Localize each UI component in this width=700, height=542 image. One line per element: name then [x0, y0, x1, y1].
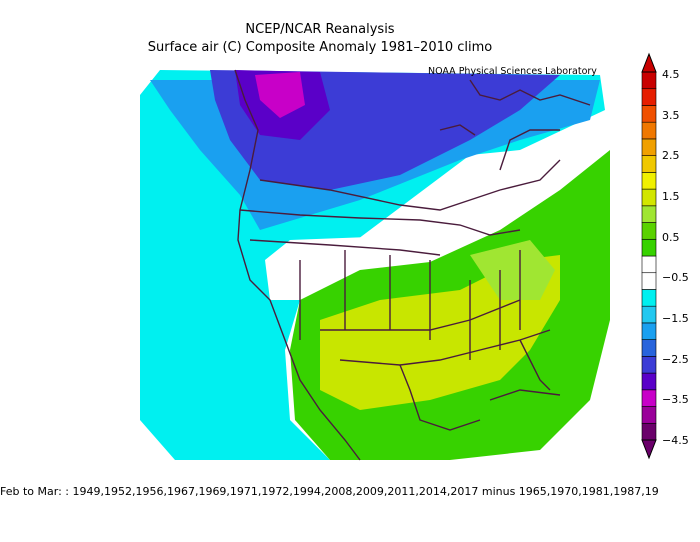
colorbar-segment — [641, 155, 657, 173]
colorbar-segment — [641, 172, 657, 190]
colorbar-segment — [641, 322, 657, 340]
colorbar-segment — [641, 305, 657, 324]
chart-subtitle: Surface air (C) Composite Anomaly 1981–2… — [147, 40, 493, 55]
colorbar-segment — [641, 272, 657, 290]
colorbar-segment — [641, 71, 657, 90]
colorbar-min-arrow — [641, 439, 657, 460]
colorbar-tick-label: 2.5 — [662, 149, 680, 163]
colorbar-segment — [641, 289, 657, 307]
warm-lime-region — [470, 240, 555, 300]
colorbar-segment — [641, 422, 657, 441]
colorbar-tick-label: −4.5 — [662, 434, 689, 447]
colorbar-tick-label: 4.5 — [662, 68, 680, 81]
extreme-cold-region — [255, 72, 305, 118]
colorbar-tick-label: 1.5 — [662, 190, 680, 203]
colorbar-segment — [641, 188, 657, 207]
colorbar-segment — [641, 138, 657, 156]
colorbar-tick-label: −0.5 — [662, 271, 689, 285]
colorbar-segment — [641, 222, 657, 240]
colorbar-segment — [641, 356, 657, 374]
chart-title: NCEP/NCAR Reanalysis — [245, 22, 395, 37]
colorbar-tick-label: −3.5 — [662, 393, 689, 407]
colorbar-segment — [641, 339, 657, 357]
colorbar-segment — [641, 372, 657, 391]
political-boundaries — [234, 69, 591, 461]
colorbar-tick-label: −1.5 — [662, 312, 689, 325]
colorbar-segment — [641, 238, 657, 257]
colorbar-segment — [641, 121, 657, 140]
colorbar-segment — [641, 105, 657, 123]
composite-years-caption: Feb to Mar: : 1949,1952,1956,1967,1969,1… — [0, 485, 659, 498]
colorbar-tick-label: −2.5 — [662, 352, 689, 366]
colorbar-segment — [641, 205, 657, 223]
colorbar-segment — [641, 389, 657, 407]
colorbar-max-arrow — [641, 52, 657, 73]
colorbar-segment — [641, 88, 657, 106]
credit-label: NOAA Physical Sciences Laboratory — [428, 66, 597, 77]
colorbar-tick-label: 3.5 — [662, 108, 680, 122]
colorbar-tick-label: 0.5 — [662, 230, 680, 244]
colorbar-segment — [641, 255, 657, 274]
colorbar-segment — [641, 406, 657, 424]
